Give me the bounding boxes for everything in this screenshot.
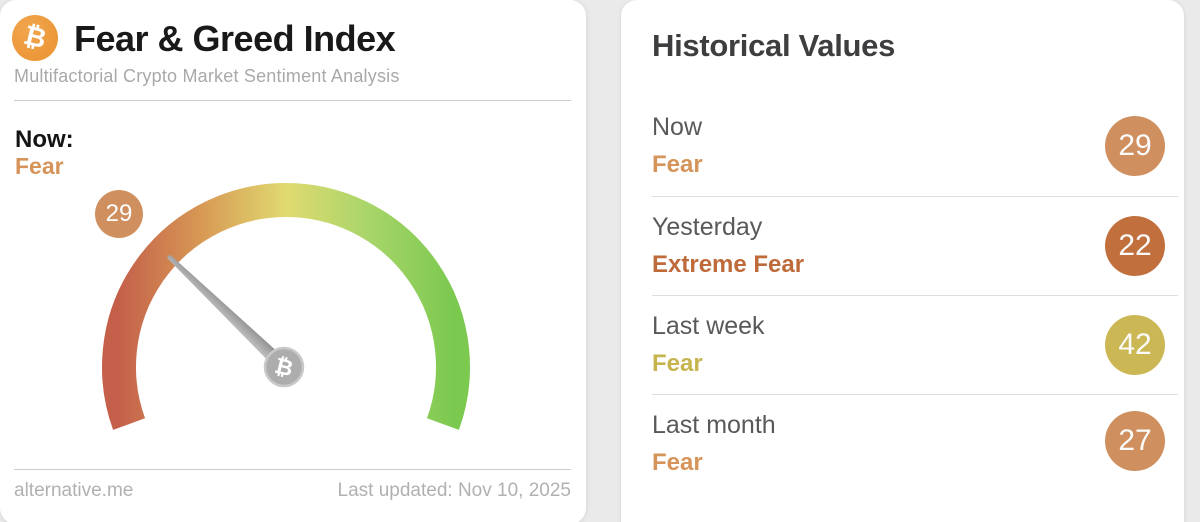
value-badge-last-month: 27	[1105, 411, 1165, 471]
row-classification-yesterday: Extreme Fear	[652, 251, 805, 278]
gauge-needle	[166, 254, 289, 373]
bitcoin-hub-glyph: ₿	[272, 354, 295, 383]
bitcoin-icon: ₿	[12, 15, 58, 61]
header-divider	[14, 100, 571, 101]
last-updated-text: Last updated: Nov 10, 2025	[337, 480, 571, 501]
row-label-last-month: Last month	[652, 411, 776, 439]
gauge-arc	[102, 183, 470, 430]
gauge-card	[0, 0, 586, 522]
row-classification-now: Fear	[652, 151, 703, 178]
historical-values-title: Historical Values	[652, 28, 896, 63]
historical-values-card	[621, 0, 1184, 522]
gauge-value-badge: 29	[95, 190, 143, 238]
row-label-yesterday: Yesterday	[652, 213, 763, 241]
source-link[interactable]: alternative.me	[14, 480, 134, 501]
row-divider	[652, 295, 1178, 296]
gauge-hub	[263, 346, 305, 388]
row-label-now: Now	[652, 113, 703, 141]
row-classification-last-week: Fear	[652, 350, 703, 377]
value-badge-now: 29	[1105, 116, 1165, 176]
row-divider	[652, 394, 1178, 395]
row-classification-last-month: Fear	[652, 449, 703, 476]
page-title: Fear & Greed Index	[74, 18, 396, 59]
row-divider	[652, 196, 1178, 197]
footer-divider	[14, 469, 571, 470]
value-badge-yesterday: 22	[1105, 216, 1165, 276]
row-label-last-week: Last week	[652, 312, 765, 340]
now-label: Now:	[15, 126, 74, 153]
fear-greed-gauge: ₿	[102, 183, 470, 430]
value-badge-last-week: 42	[1105, 315, 1165, 375]
page-subtitle: Multifactorial Crypto Market Sentiment A…	[14, 66, 400, 86]
now-classification: Fear	[15, 153, 64, 179]
